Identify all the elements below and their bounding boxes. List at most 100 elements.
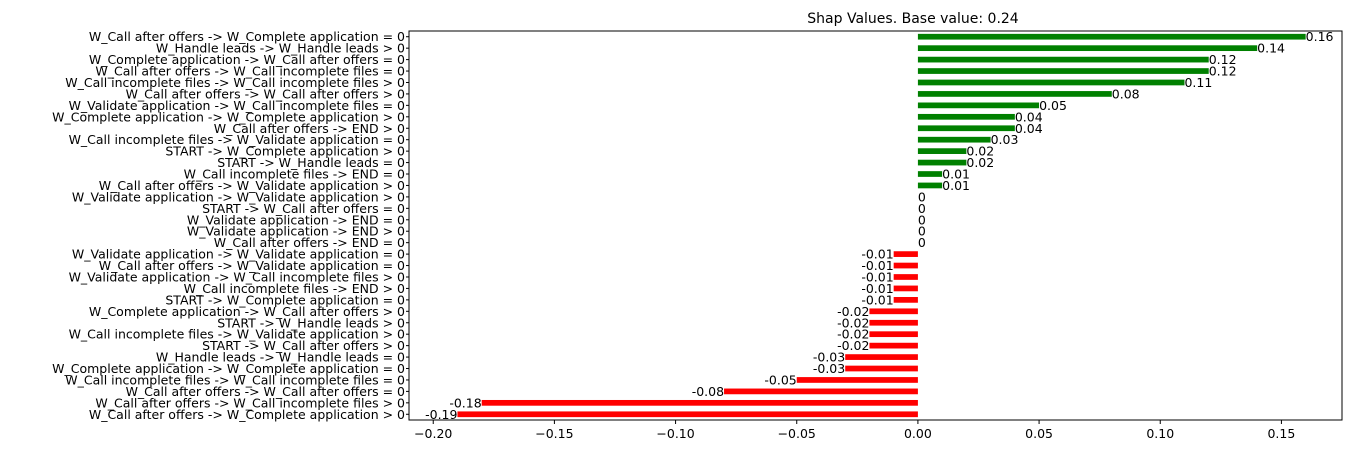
bar-value-label: 0.05 [1039, 98, 1067, 113]
bar-value-label: 0.14 [1257, 41, 1285, 56]
bar-category-label: W_Validate application -> W_Call incompl… [69, 269, 405, 284]
bar-value-label: 0 [918, 224, 926, 239]
bar-category-label: W_Call after offers -> W_Complete applic… [89, 29, 405, 44]
bar [917, 68, 1209, 74]
bar [917, 136, 991, 143]
bar [917, 171, 943, 177]
bar-value-label: 0.01 [942, 178, 970, 193]
bar [917, 33, 1306, 40]
bar [457, 411, 918, 418]
bar-value-label: -0.02 [837, 315, 869, 330]
bar-category-label: START -> W_Call after offers = 0 [202, 201, 405, 216]
bar-category-label: W_Call incomplete files -> W_Call incomp… [65, 75, 405, 90]
x-tick-label: 0.00 [904, 426, 932, 441]
bar-value-label: 0.12 [1209, 52, 1237, 67]
bar [917, 159, 967, 166]
bar [917, 102, 1040, 109]
bar-category-label: W_Complete application -> W_Complete app… [52, 361, 405, 376]
bar-category-label: W_Validate application -> END = 0 [187, 212, 405, 227]
bar-category-label: START -> W_Call after offers > 0 [202, 338, 405, 353]
x-tick-label: −0.20 [414, 426, 452, 441]
bars-layer [457, 33, 1306, 418]
bar-category-label: W_Call after offers -> W_Call after offe… [126, 384, 405, 399]
bar-category-label: W_Call incomplete files -> W_Call incomp… [65, 372, 405, 387]
x-tick-label: −0.05 [778, 426, 816, 441]
bar-value-label: -0.02 [837, 327, 869, 342]
bar-category-label: W_Complete application -> W_Complete app… [52, 109, 405, 124]
bar-value-label: -0.01 [861, 258, 893, 273]
bar-value-label: 0.08 [1112, 86, 1140, 101]
bar [893, 262, 918, 269]
x-tick-label: 0.05 [1025, 426, 1053, 441]
bar-category-label: W_Call after offers -> W_Call after offe… [126, 86, 405, 101]
bar-category-label: W_Validate application -> END > 0 [187, 224, 405, 239]
bar-value-label: -0.08 [692, 384, 724, 399]
bar [869, 308, 918, 315]
bar-value-label: 0.12 [1209, 64, 1237, 79]
bar [917, 113, 1015, 120]
bar [845, 365, 918, 372]
bar-category-label: START -> W_Handle leads = 0 [217, 155, 405, 170]
chart-title: Shap Values. Base value: 0.24 [807, 11, 1019, 27]
bar-category-label: W_Call incomplete files -> W_Validate ap… [69, 132, 405, 147]
bar [869, 342, 918, 349]
bar [917, 56, 1209, 63]
bar [917, 79, 1185, 86]
bar [845, 354, 918, 360]
bar [893, 251, 918, 257]
bar-value-label: 0.04 [1015, 109, 1043, 124]
bar-value-label: -0.01 [861, 292, 893, 307]
bar-category-label: W_Validate application -> W_Call incompl… [69, 98, 405, 113]
bar-category-label: W_Call after offers -> W_Validate applic… [99, 178, 405, 193]
bar [917, 125, 1015, 132]
bar-category-label: W_Call incomplete files -> END = 0 [184, 167, 405, 182]
x-tick-label: 0.15 [1267, 426, 1295, 441]
bar-value-label: 0.16 [1306, 29, 1334, 44]
bar-value-label: -0.05 [764, 372, 796, 387]
bar-category-label: W_Call after offers -> W_Complete applic… [89, 407, 405, 422]
bar-value-label: -0.01 [861, 269, 893, 284]
bar [917, 148, 967, 154]
bar [917, 45, 1258, 52]
bar-category-label: W_Call after offers -> END = 0 [214, 235, 405, 250]
bar-value-label: 0.02 [966, 155, 994, 170]
bar-value-label: 0 [918, 201, 926, 216]
bar [796, 377, 918, 383]
bar-value-label: 0 [918, 189, 926, 204]
axes-frame [408, 30, 1343, 421]
bar-value-label: -0.03 [813, 350, 845, 365]
bar [893, 297, 918, 303]
bar [917, 182, 943, 189]
bar-category-label: W_Handle leads -> W_Handle leads = 0 [156, 350, 405, 365]
bar-category-label: W_Validate application -> W_Validate app… [72, 189, 405, 204]
bar-category-label: W_Call incomplete files -> END > 0 [184, 281, 405, 296]
x-tick-label: −0.15 [535, 426, 573, 441]
bar-value-label: 0 [918, 235, 926, 250]
bar-value-label: -0.18 [449, 395, 481, 410]
bar-category-label: W_Call after offers -> W_Call incomplete… [95, 64, 405, 79]
bar-category-label: START -> W_Handle leads > 0 [217, 315, 405, 330]
bar-value-label: 0.03 [991, 132, 1019, 147]
bar-category-label: W_Validate application -> W_Validate app… [72, 247, 405, 262]
bar-value-label: -0.03 [813, 361, 845, 376]
bar-labels-layer: W_Call after offers -> W_Complete applic… [52, 29, 405, 422]
bar [869, 331, 918, 338]
bar-value-label: -0.01 [861, 281, 893, 296]
value-labels-layer: 0.160.140.120.120.110.080.050.040.040.03… [425, 29, 1333, 422]
bar-category-label: W_Complete application -> W_Call after o… [89, 52, 405, 67]
bar-value-label: 0.01 [942, 167, 970, 182]
bar-category-label: START -> W_Complete application = 0 [165, 292, 405, 307]
bar-value-label: -0.02 [837, 338, 869, 353]
bar-category-label: W_Call after offers -> W_Call incomplete… [95, 395, 405, 410]
bar-category-label: W_Call after offers -> END > 0 [214, 121, 405, 136]
bar [917, 91, 1112, 97]
bar-category-label: W_Handle leads -> W_Handle leads > 0 [156, 41, 405, 56]
bar-value-label: 0.04 [1015, 121, 1043, 136]
bar-value-label: 0.11 [1184, 75, 1212, 90]
bar-category-label: START -> W_Complete application > 0 [165, 144, 405, 159]
bar-value-label: -0.02 [837, 304, 869, 319]
x-tick-label: −0.10 [656, 426, 694, 441]
bar [893, 274, 918, 280]
x-tick-label: 0.10 [1146, 426, 1174, 441]
